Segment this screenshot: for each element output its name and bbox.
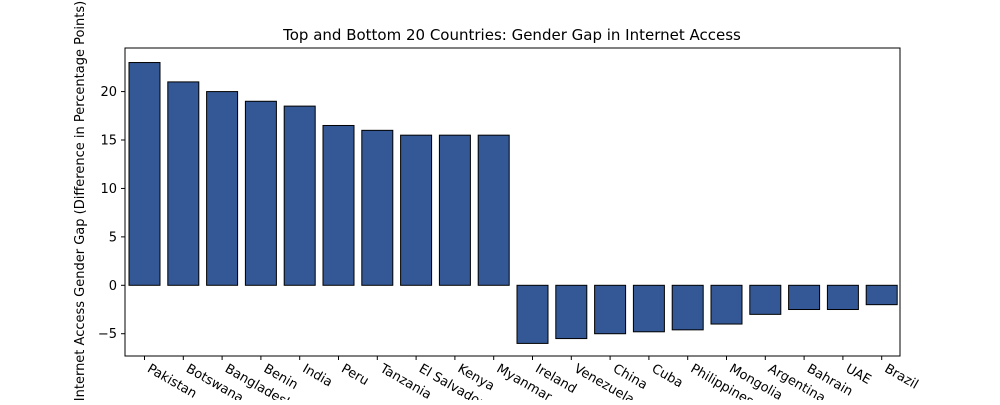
bar-bahrain <box>788 284 821 311</box>
bar-uae <box>826 284 859 311</box>
bars <box>128 62 898 344</box>
bar-argentina <box>749 284 782 315</box>
y-tick-label: 0 <box>109 279 117 294</box>
bar-brazil <box>865 284 898 306</box>
bar-myanmar <box>477 134 510 286</box>
y-tick-label: −5 <box>98 327 117 342</box>
bar-bangladesh <box>206 91 239 286</box>
bar-botswana <box>167 81 200 286</box>
chart-title: Top and Bottom 20 Countries: Gender Gap … <box>282 26 741 44</box>
bar-mongolia <box>710 284 743 325</box>
y-tick-label: 5 <box>109 230 117 245</box>
bar-benin <box>244 100 277 286</box>
bar-india <box>283 105 316 286</box>
y-axis-label: Internet Access Gender Gap (Difference i… <box>73 1 88 400</box>
bar-philippines <box>671 284 704 331</box>
bar-peru <box>322 124 355 286</box>
bar-ireland <box>516 284 549 344</box>
x-tick-label: Cuba <box>649 361 686 391</box>
bar-china <box>594 284 627 335</box>
y-axis-label-group: Internet Access Gender Gap (Difference i… <box>73 1 88 401</box>
x-tick-label: Peru <box>339 361 372 388</box>
plot-area-frame <box>124 47 901 357</box>
y-tick-label: 10 <box>100 182 117 197</box>
bar-tanzania <box>361 129 394 286</box>
bar-pakistan <box>128 62 161 286</box>
bar-kenya <box>438 134 471 286</box>
y-tick-label: 15 <box>100 134 117 149</box>
y-ticks: −5 0 5 10 15 20 <box>98 85 125 342</box>
y-tick-label: 20 <box>100 85 117 100</box>
bar-venezuela <box>555 284 588 340</box>
x-tick-label: Brazil <box>882 361 921 392</box>
bar-el-salvador <box>400 134 433 286</box>
bar-cuba <box>632 284 665 333</box>
x-tick-label: India <box>300 361 335 390</box>
